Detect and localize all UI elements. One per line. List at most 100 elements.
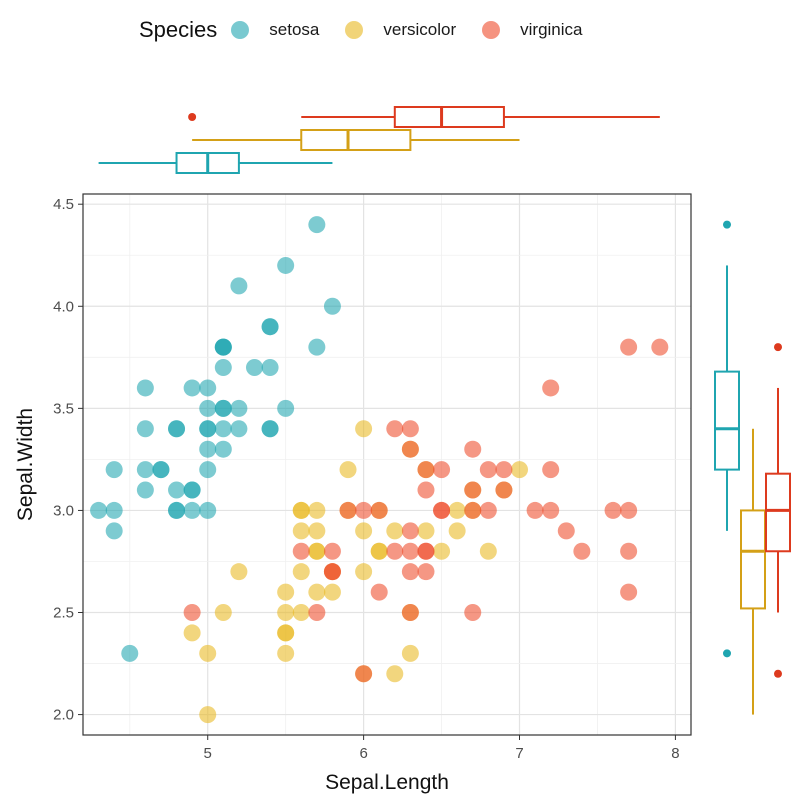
y-tick-label: 2.5: [53, 605, 74, 622]
x-axis: 5 6 7 8: [204, 735, 680, 762]
point-versicolor: [355, 420, 373, 438]
legend-title: Species: [139, 17, 218, 42]
point-versicolor: [448, 522, 466, 540]
box-versicolor: [740, 509, 766, 610]
point-versicolor: [401, 644, 419, 662]
point-versicolor: [292, 501, 310, 519]
point-virginica: [370, 501, 388, 519]
point-virginica: [604, 501, 622, 519]
point-setosa: [214, 420, 232, 438]
point-setosa: [90, 501, 108, 519]
point-versicolor: [417, 522, 435, 540]
point-virginica: [526, 501, 544, 519]
point-versicolor: [183, 624, 201, 642]
point-versicolor: [339, 461, 357, 479]
point-virginica: [479, 501, 497, 519]
point-versicolor: [479, 542, 497, 560]
point-versicolor: [355, 563, 373, 581]
point-setosa: [105, 522, 123, 540]
point-setosa: [261, 359, 279, 377]
point-setosa: [136, 461, 154, 479]
legend-key-versicolor: [345, 21, 364, 39]
point-virginica: [542, 501, 560, 519]
point-setosa: [105, 461, 123, 479]
point-virginica: [386, 420, 404, 438]
point-virginica: [339, 501, 357, 519]
right-marginal-boxplot: [714, 220, 791, 715]
point-virginica: [323, 542, 341, 560]
legend: Species setosa versicolor virginica: [139, 12, 608, 48]
point-virginica: [464, 604, 482, 622]
point-versicolor: [277, 604, 295, 622]
legend-item-versicolor: versicolor: [345, 20, 456, 40]
point-setosa: [308, 216, 326, 234]
point-setosa: [199, 420, 217, 438]
y-axis: 2.0 2.5 3.0 3.5 4.0 4.5: [53, 196, 83, 724]
point-setosa: [261, 420, 279, 438]
point-virginica: [557, 522, 575, 540]
point-setosa: [136, 481, 154, 499]
point-virginica: [401, 542, 419, 560]
legend-item-setosa: setosa: [231, 20, 319, 40]
point-setosa: [199, 501, 217, 519]
point-versicolor: [448, 501, 466, 519]
x-tick-label: 5: [204, 745, 212, 762]
point-versicolor: [292, 522, 310, 540]
point-virginica: [401, 522, 419, 540]
point-virginica: [417, 563, 435, 581]
point-setosa: [199, 440, 217, 458]
point-versicolor: [323, 583, 341, 601]
point-virginica: [401, 440, 419, 458]
x-tick-label: 6: [359, 745, 367, 762]
legend-key-virginica: [482, 21, 501, 39]
point-virginica: [651, 338, 669, 356]
point-virginica: [401, 420, 419, 438]
point-virginica: [292, 542, 310, 560]
box-virginica: [393, 106, 505, 128]
outlier-setosa: [723, 220, 731, 229]
point-setosa: [136, 379, 154, 397]
point-versicolor: [308, 542, 326, 560]
point-virginica: [620, 501, 638, 519]
point-virginica: [417, 481, 435, 499]
point-virginica: [323, 563, 341, 581]
point-setosa: [105, 501, 123, 519]
point-setosa: [230, 420, 248, 438]
legend-key-setosa: [231, 21, 250, 39]
point-setosa: [152, 461, 170, 479]
point-versicolor: [355, 522, 373, 540]
y-tick-label: 4.5: [53, 196, 74, 213]
point-setosa: [277, 256, 295, 274]
point-versicolor: [308, 522, 326, 540]
y-tick-label: 2.0: [53, 707, 74, 724]
point-setosa: [214, 338, 232, 356]
top-marginal-boxplot: [98, 106, 660, 174]
point-virginica: [355, 665, 373, 683]
point-setosa: [199, 461, 217, 479]
point-versicolor: [386, 665, 404, 683]
point-versicolor: [292, 604, 310, 622]
point-virginica: [433, 501, 451, 519]
point-setosa: [230, 277, 248, 295]
outlier-virginica: [774, 343, 782, 352]
x-tick-label: 8: [671, 745, 679, 762]
point-setosa: [199, 379, 217, 397]
point-versicolor: [199, 706, 217, 724]
point-setosa: [261, 318, 279, 336]
box-setosa: [714, 370, 740, 471]
point-setosa: [168, 501, 186, 519]
point-virginica: [573, 542, 591, 560]
point-versicolor: [370, 542, 388, 560]
legend-label-setosa: setosa: [269, 20, 320, 39]
point-virginica: [401, 563, 419, 581]
point-virginica: [620, 338, 638, 356]
point-virginica: [386, 542, 404, 560]
point-virginica: [464, 481, 482, 499]
plot-panel-border: [82, 193, 692, 736]
point-versicolor: [277, 583, 295, 601]
box-versicolor: [300, 129, 412, 151]
point-virginica: [464, 501, 482, 519]
point-virginica: [370, 583, 388, 601]
